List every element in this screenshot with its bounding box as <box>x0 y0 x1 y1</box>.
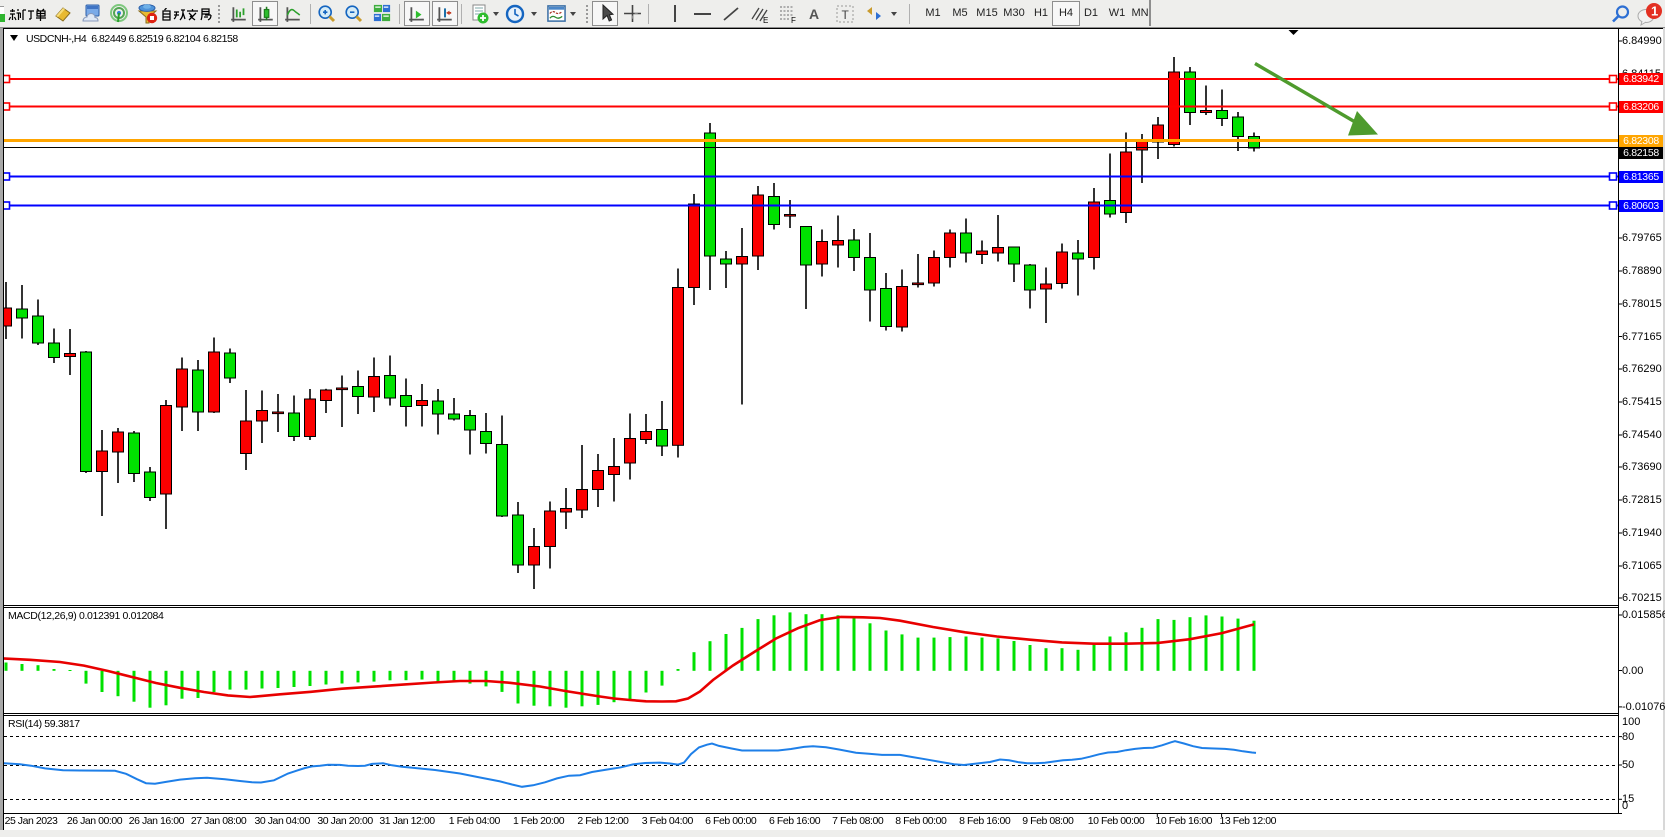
svg-text:F: F <box>791 16 796 24</box>
svg-text:1: 1 <box>1651 4 1658 19</box>
svg-text:T: T <box>842 8 850 22</box>
svg-text:E: E <box>763 16 768 24</box>
